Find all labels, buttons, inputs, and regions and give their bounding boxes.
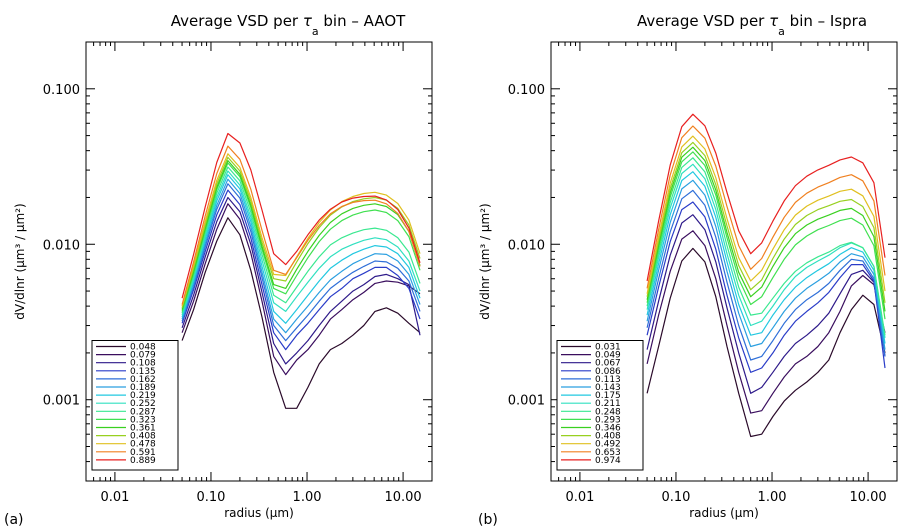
series-line-0.079 bbox=[181, 203, 421, 376]
x-axis-label: radius (μm) bbox=[689, 506, 759, 520]
legend-label: 0.086 bbox=[595, 367, 621, 377]
series-line-0.219 bbox=[181, 174, 421, 324]
legend-label: 0.175 bbox=[595, 391, 621, 401]
legend-label: 0.492 bbox=[595, 440, 621, 450]
y-tick-label: 0.010 bbox=[508, 238, 545, 253]
series-line-0.189 bbox=[181, 178, 421, 334]
legend-label: 0.478 bbox=[130, 440, 156, 450]
legend-label: 0.067 bbox=[595, 359, 621, 369]
legend-label: 0.031 bbox=[595, 343, 621, 353]
legend-label: 0.219 bbox=[130, 391, 156, 401]
series-line-0.293 bbox=[646, 151, 886, 320]
series-line-0.086 bbox=[646, 201, 886, 373]
legend: 0.0480.0790.1080.1350.1620.1890.2190.252… bbox=[91, 340, 179, 471]
x-tick-label: 0.10 bbox=[196, 490, 225, 505]
series-line-0.143 bbox=[646, 179, 886, 350]
chart-panel-1: 0.01 0.10 1.00 10.00 0.001 0.010 0.100 radius (… bbox=[4, 12, 433, 528]
legend-label: 0.974 bbox=[595, 456, 621, 466]
x-tick-label: 0.01 bbox=[100, 490, 129, 505]
series-line-0.067 bbox=[646, 214, 886, 394]
series-line-0.974 bbox=[646, 113, 886, 282]
legend-label: 0.211 bbox=[595, 399, 621, 409]
y-axis-label: dV/dlnr (μm³ / μm²) bbox=[478, 203, 492, 319]
chart-title: Average VSD per τa bin – AAOT bbox=[171, 12, 406, 38]
series-line-0.162 bbox=[181, 183, 421, 342]
plot-frame bbox=[85, 41, 433, 482]
x-tick-label: 1.00 bbox=[758, 490, 787, 505]
panel-label: (b) bbox=[478, 512, 498, 528]
series-line-0.478 bbox=[181, 153, 421, 307]
legend-label: 0.049 bbox=[595, 351, 621, 361]
panel-label: (a) bbox=[4, 512, 24, 528]
series-line-0.252 bbox=[181, 170, 421, 316]
plot-frame bbox=[550, 41, 898, 482]
legend-label: 0.252 bbox=[130, 399, 156, 409]
legend-label: 0.135 bbox=[130, 367, 156, 377]
series-line-0.048 bbox=[181, 217, 421, 409]
y-tick-label: 0.001 bbox=[508, 394, 545, 409]
series-line-0.889 bbox=[181, 132, 421, 299]
legend: 0.0310.0490.0670.0860.1130.1430.1750.211… bbox=[556, 340, 644, 471]
legend-label: 0.113 bbox=[595, 375, 621, 385]
y-tick-label: 0.100 bbox=[43, 83, 80, 98]
series-line-0.408 bbox=[181, 156, 421, 308]
x-tick-label: 0.01 bbox=[565, 490, 594, 505]
y-axis-label: dV/dlnr (μm³ / μm²) bbox=[13, 203, 27, 319]
series-line-0.653 bbox=[646, 125, 886, 289]
legend-label: 0.248 bbox=[595, 407, 621, 417]
series-line-0.031 bbox=[646, 247, 886, 438]
series-line-0.108 bbox=[181, 196, 421, 365]
legend-label: 0.293 bbox=[595, 415, 621, 425]
legend-label: 0.048 bbox=[130, 343, 156, 353]
legend-label: 0.079 bbox=[130, 351, 156, 361]
series-line-0.248 bbox=[646, 157, 886, 336]
legend-box bbox=[556, 340, 644, 471]
series-line-0.346 bbox=[646, 146, 886, 312]
legend-label: 0.108 bbox=[130, 359, 156, 369]
y-tick-label: 0.100 bbox=[508, 83, 545, 98]
x-axis-label: radius (μm) bbox=[224, 506, 294, 520]
series-line-0.113 bbox=[646, 189, 886, 361]
y-tick-label: 0.010 bbox=[43, 238, 80, 253]
series-line-0.287 bbox=[181, 166, 421, 314]
series-line-0.135 bbox=[181, 189, 421, 351]
series-line-0.492 bbox=[646, 135, 886, 294]
legend-label: 0.346 bbox=[595, 424, 621, 434]
x-tick-label: 10.00 bbox=[849, 490, 886, 505]
legend-label: 0.143 bbox=[595, 383, 621, 393]
x-tick-label: 1.00 bbox=[293, 490, 322, 505]
legend-label: 0.889 bbox=[130, 456, 156, 466]
series-line-0.049 bbox=[646, 230, 886, 414]
x-tick-label: 0.10 bbox=[661, 490, 690, 505]
series-line-0.408 bbox=[646, 141, 886, 303]
chart-title: Average VSD per τa bin – Ispra bbox=[637, 12, 867, 38]
legend-label: 0.408 bbox=[595, 432, 621, 442]
legend-label: 0.162 bbox=[130, 375, 156, 385]
legend-label: 0.408 bbox=[130, 432, 156, 442]
legend-label: 0.287 bbox=[130, 407, 156, 417]
legend-label: 0.591 bbox=[130, 448, 156, 458]
series-line-0.361 bbox=[181, 160, 421, 310]
legend-label: 0.653 bbox=[595, 448, 621, 458]
legend-box bbox=[91, 340, 179, 471]
legend-label: 0.361 bbox=[130, 424, 156, 434]
x-tick-label: 10.00 bbox=[384, 490, 421, 505]
series-line-0.175 bbox=[646, 171, 886, 344]
series-line-0.323 bbox=[181, 162, 421, 312]
legend-label: 0.323 bbox=[130, 415, 156, 425]
chart-panel-2: 0.01 0.10 1.00 10.00 0.001 0.010 0.100 radius (… bbox=[478, 12, 898, 528]
series-line-0.591 bbox=[181, 145, 421, 305]
y-tick-label: 0.001 bbox=[43, 394, 80, 409]
series-line-0.211 bbox=[646, 163, 886, 338]
legend-label: 0.189 bbox=[130, 383, 156, 393]
